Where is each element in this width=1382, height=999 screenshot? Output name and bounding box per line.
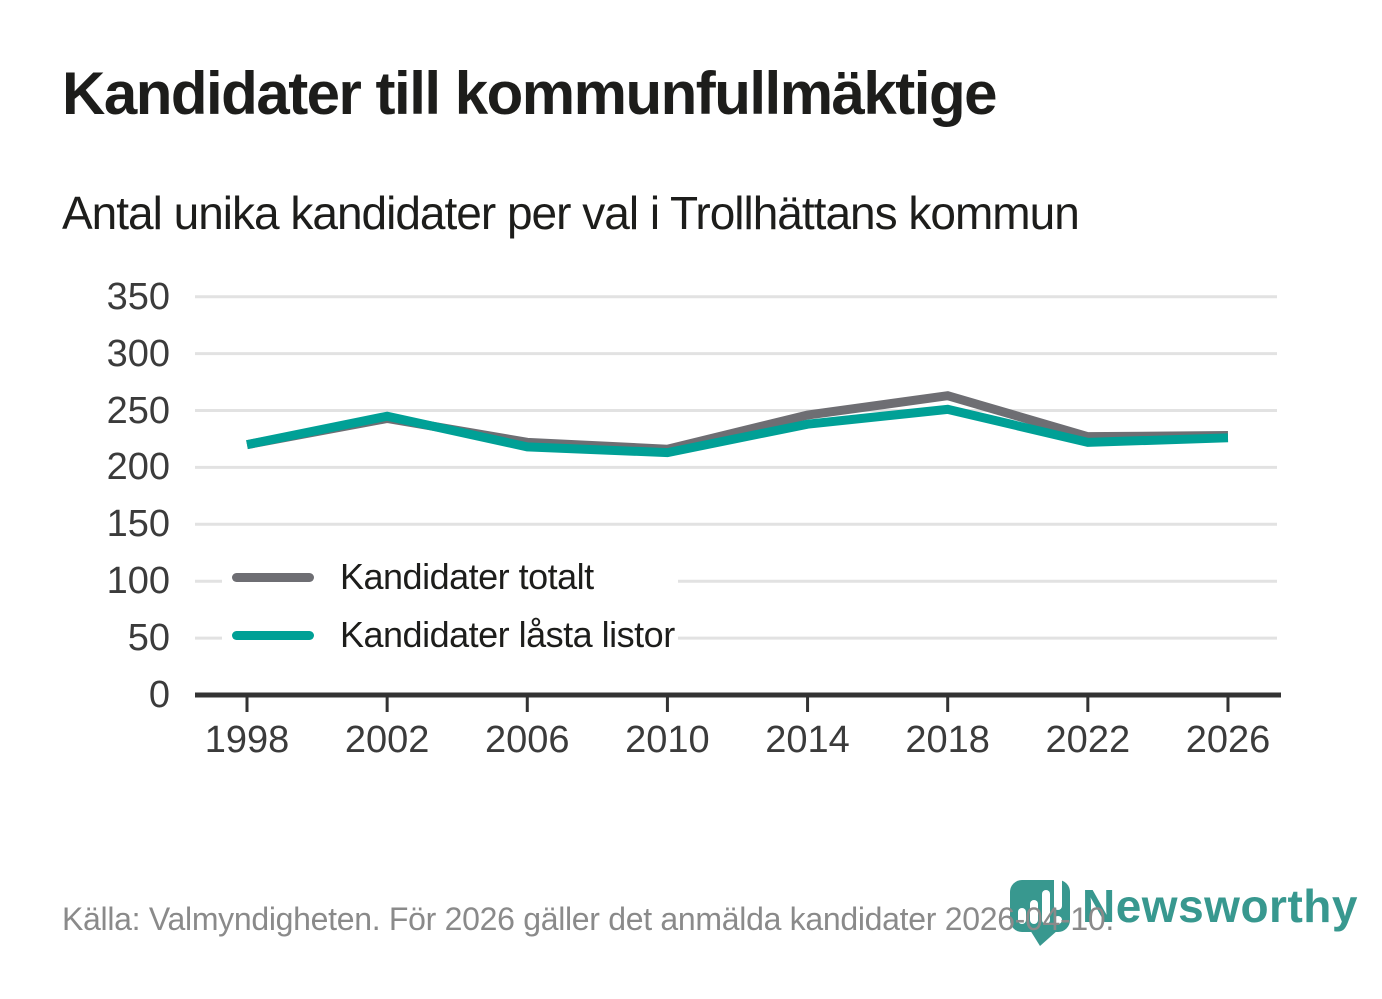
x-axis-tick-label: 1998 (204, 719, 290, 761)
y-axis-tick-label: 200 (106, 446, 170, 489)
legend-item-totalt: Kandidater totalt (232, 556, 678, 598)
legend-label-totalt: Kandidater totalt (340, 556, 594, 597)
y-axis-tick-label: 300 (106, 332, 170, 375)
chart-legend: Kandidater totalt Kandidater låsta listo… (222, 550, 678, 666)
x-axis-tick-label: 2022 (1045, 719, 1131, 761)
chart-series-lines (246, 391, 1229, 458)
x-axis-tick-label: 2014 (765, 719, 850, 761)
x-axis-tick-label: 2026 (1185, 719, 1271, 761)
y-axis-tick-label: 150 (106, 503, 170, 546)
x-axis-ticks (245, 695, 1230, 712)
legend-label-lasta-listor: Kandidater låsta listor (340, 614, 675, 655)
legend-swatch-lasta-listor (232, 630, 314, 640)
y-axis-tick-label: 250 (106, 389, 170, 432)
source-note: Källa: Valmyndigheten. För 2026 gäller d… (62, 901, 1114, 937)
series-line-kandidater-l-sta-listor (246, 404, 1229, 458)
x-axis-tick-label: 2006 (484, 719, 570, 761)
y-axis-tick-label: 100 (106, 560, 170, 603)
y-axis-tick-label: 50 (127, 617, 170, 660)
x-axis-tick-label: 2018 (905, 719, 990, 761)
y-axis-tick-label: 350 (106, 275, 170, 318)
x-axis-tick-label: 2002 (344, 719, 430, 761)
y-axis-tick-label: 0 (148, 674, 170, 716)
newsworthy-logo-text: Newsworthy (1082, 880, 1358, 932)
legend-swatch-totalt (232, 572, 314, 582)
chart-subtitle: Antal unika kandidater per val i Trollhä… (62, 187, 1080, 239)
newsworthy-logo-icon (1010, 876, 1070, 946)
x-axis-tick-label: 2010 (625, 719, 710, 761)
page-title: Kandidater till kommunfullmäktige (62, 60, 997, 127)
newsworthy-logo: Newsworthy (1008, 874, 1358, 948)
legend-item-lasta-listor: Kandidater låsta listor (232, 614, 678, 656)
